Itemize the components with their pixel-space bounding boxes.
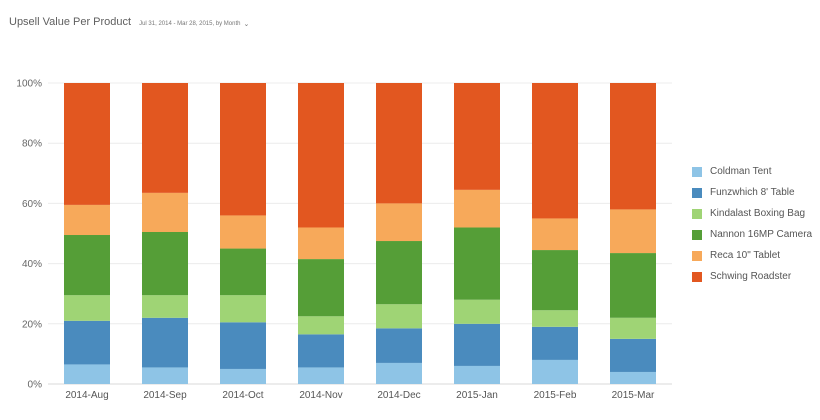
bar-segment[interactable] (376, 203, 422, 242)
bar-segment[interactable] (376, 83, 422, 204)
bar-segment[interactable] (532, 326, 578, 360)
bar-segment[interactable] (142, 231, 188, 296)
bar-segment[interactable] (298, 83, 344, 228)
bar-segment[interactable] (298, 367, 344, 384)
legend-item[interactable]: Coldman Tent (692, 161, 812, 182)
x-axis: 2014-Aug 2014-Sep 2014-Oct 2014-Nov 2014-Dec… (65, 390, 655, 401)
grid-lines (48, 82, 672, 385)
x-tick-label: 2015-Feb (534, 390, 577, 401)
x-tick-label: 2014-Nov (299, 390, 342, 401)
bar-segment[interactable] (64, 320, 110, 365)
bar-segment[interactable] (532, 250, 578, 311)
legend-item[interactable]: Schwing Roadster (692, 266, 812, 287)
bars (64, 83, 656, 384)
bar-segment[interactable] (376, 362, 422, 384)
bar-segment[interactable] (298, 316, 344, 335)
bar-segment[interactable] (64, 235, 110, 296)
bar-segment[interactable] (142, 83, 188, 193)
bar-segment[interactable] (142, 295, 188, 318)
x-tick-label: 2015-Mar (612, 390, 655, 401)
bar-segment[interactable] (532, 83, 578, 219)
x-tick-label: 2014-Dec (377, 390, 420, 401)
bar-segment[interactable] (610, 83, 656, 210)
chart-header: Upsell Value Per Product Jul 31, 2014 - … (9, 16, 249, 28)
bar-segment[interactable] (454, 323, 500, 366)
date-range-label: Jul 31, 2014 - Mar 28, 2015, by Month (139, 21, 241, 27)
y-tick-label: 0% (28, 380, 43, 391)
bar-segment[interactable] (142, 367, 188, 384)
legend-item[interactable]: Nannon 16MP Camera (692, 224, 812, 245)
bar-segment[interactable] (610, 317, 656, 339)
bar-segment[interactable] (532, 310, 578, 327)
bar-segment[interactable] (376, 304, 422, 329)
y-tick-label: 80% (22, 139, 42, 150)
bar-segment[interactable] (220, 322, 266, 369)
bar-segment[interactable] (532, 359, 578, 384)
legend: Coldman Tent Funzwhich 8' Table Kindalast … (692, 161, 812, 287)
y-tick-label: 100% (16, 79, 42, 90)
chevron-down-icon[interactable]: ⌄ (243, 21, 250, 28)
y-tick-label: 40% (22, 259, 42, 270)
y-axis: 0% 20% 40% 60% 80% 100% (16, 79, 42, 391)
legend-swatch (692, 229, 702, 240)
x-tick-label: 2014-Sep (143, 390, 187, 401)
legend-item[interactable]: Funzwhich 8' Table (692, 182, 812, 203)
legend-swatch (692, 187, 702, 198)
bar-segment[interactable] (454, 83, 500, 190)
bar-segment[interactable] (220, 215, 266, 249)
date-range-selector[interactable]: Jul 31, 2014 - Mar 28, 2015, by Month ⌄ (139, 20, 249, 28)
bar-segment[interactable] (64, 204, 110, 236)
bar-segment[interactable] (298, 334, 344, 368)
bar-segment[interactable] (454, 227, 500, 300)
bar-segment[interactable] (610, 371, 656, 384)
legend-label: Reca 10" Tablet (710, 250, 781, 261)
bar-segment[interactable] (376, 241, 422, 305)
bar-segment[interactable] (64, 364, 110, 384)
legend-item[interactable]: Reca 10" Tablet (692, 245, 812, 266)
legend-label: Kindalast Boxing Bag (710, 208, 806, 219)
legend-swatch (692, 250, 702, 261)
bar-segment[interactable] (610, 209, 656, 254)
chart-title: Upsell Value Per Product (9, 16, 132, 28)
bar-segment[interactable] (142, 192, 188, 232)
bar-segment[interactable] (454, 299, 500, 324)
legend-swatch (692, 208, 702, 219)
bar-segment[interactable] (376, 328, 422, 363)
x-tick-label: 2014-Aug (65, 390, 108, 401)
bar-segment[interactable] (64, 83, 110, 205)
legend-label: Coldman Tent (710, 166, 772, 177)
bar-segment[interactable] (610, 338, 656, 372)
legend-swatch (692, 271, 702, 282)
bar-segment[interactable] (64, 295, 110, 321)
bar-segment[interactable] (454, 189, 500, 228)
bar-segment[interactable] (298, 259, 344, 317)
bar-segment[interactable] (610, 253, 656, 318)
bar-segment[interactable] (220, 295, 266, 323)
bar-segment[interactable] (298, 227, 344, 260)
y-tick-label: 60% (22, 199, 42, 210)
bar-segment[interactable] (454, 365, 500, 384)
bar-segment[interactable] (532, 218, 578, 251)
y-tick-label: 20% (22, 319, 42, 330)
bar-segment[interactable] (142, 317, 188, 368)
legend-swatch (692, 166, 702, 177)
legend-item[interactable]: Kindalast Boxing Bag (692, 203, 812, 224)
bar-segment[interactable] (220, 248, 266, 296)
legend-label: Schwing Roadster (710, 271, 792, 282)
legend-label: Nannon 16MP Camera (710, 229, 813, 240)
bar-segment[interactable] (220, 368, 266, 384)
x-tick-label: 2014-Oct (222, 390, 263, 401)
legend-label: Funzwhich 8' Table (710, 187, 795, 198)
x-tick-label: 2015-Jan (456, 390, 498, 401)
bar-segment[interactable] (220, 83, 266, 216)
